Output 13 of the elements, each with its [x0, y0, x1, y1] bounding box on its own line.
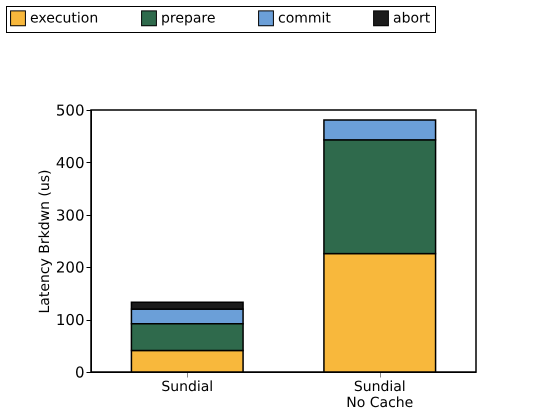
y-tick-label: 0 [74, 364, 84, 382]
y-tick-label: 500 [56, 102, 84, 120]
legend-label: abort [393, 10, 431, 26]
y-tick-label: 400 [56, 154, 84, 172]
legend-label: commit [278, 10, 332, 26]
x-tick-label: Sundial No Cache [346, 379, 414, 411]
y-tick-label: 300 [56, 206, 84, 224]
y-axis-title: Latency Brkdwn (us) [36, 169, 53, 314]
x-tick-label: Sundial [161, 379, 214, 395]
legend-label: execution [30, 10, 98, 26]
y-tick-label: 200 [56, 258, 84, 277]
y-tick-label: 100 [56, 311, 84, 330]
legend-label: prepare [161, 10, 216, 26]
